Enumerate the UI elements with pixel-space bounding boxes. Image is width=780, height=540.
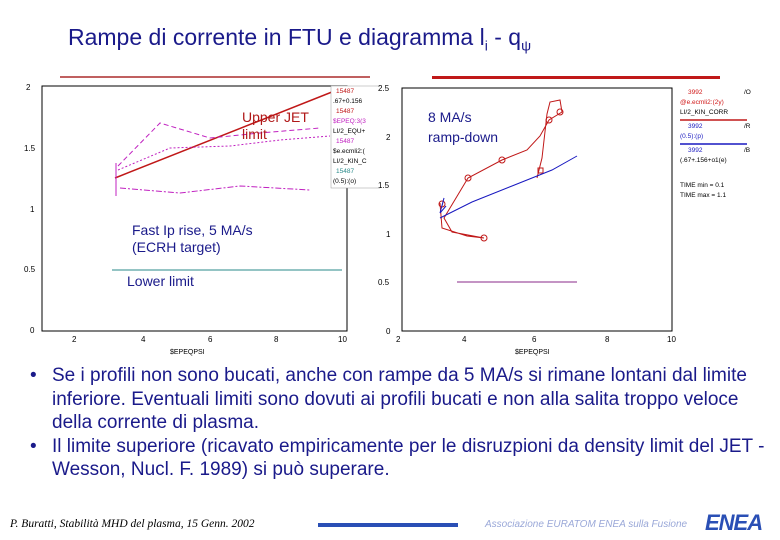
- left-xticks: 2 4 6 8 10: [72, 335, 347, 344]
- right-legend-label: 3992: [688, 123, 703, 130]
- fast-rise-annotation: Fast Ip rise, 5 MA/s (ECRH target): [132, 222, 253, 255]
- right-ytick: 1.5: [378, 181, 390, 190]
- bullet-item: • Se i profili non sono bucati, anche con…: [30, 365, 747, 433]
- left-xtick: 4: [141, 335, 146, 344]
- right-plot-frame: [401, 87, 673, 332]
- bullet-symbol: •: [30, 365, 37, 386]
- lower-limit-text: Lower limit: [127, 273, 194, 289]
- footer-citation: P. Buratti, Stabilità MHD del plasma, 15…: [10, 518, 255, 530]
- left-legend-entry: LI/2_KIN_C: [333, 158, 367, 165]
- right-xtick: 8: [605, 335, 610, 344]
- footer-association: Associazione EURATOM ENEA sulla Fusione: [485, 519, 688, 530]
- bullet-item: • Il limite superiore (ricavato empiricam…: [30, 435, 765, 481]
- left-ytick: 1: [30, 205, 35, 214]
- right-xtick: 2: [396, 335, 401, 344]
- right-xtick: 10: [667, 335, 676, 344]
- title-rule-right: [432, 76, 720, 79]
- right-ytick: 2: [386, 133, 391, 142]
- left-legend: 15487 .67+0.156 15487 $EPEQ:3(3 LI/2_EQU…: [333, 88, 367, 185]
- bullet-list: • Se i profili non sono bucati, anche con…: [26, 364, 776, 482]
- right-legend-label: LI/2_KIN_CORR: [680, 109, 728, 116]
- left-legend-entry: $e.ecmli2:(: [333, 148, 366, 155]
- rampdown-text: ramp-down: [428, 129, 498, 145]
- left-xtick: 2: [72, 335, 77, 344]
- left-legend-entry: LI/2_EQU+: [333, 128, 366, 135]
- red-marker: [480, 234, 488, 242]
- left-ytick: 2: [26, 83, 31, 92]
- left-yticks: 2 1.5 1 0.5 0: [24, 83, 36, 335]
- rampdown-text: 8 MA/s: [428, 109, 472, 125]
- rampdown-annotation: 8 MA/s ramp-down: [428, 109, 498, 145]
- right-legend-label: 3992: [688, 89, 703, 96]
- slide-title: Rampe di corrente in FTU e diagramma li …: [68, 24, 532, 54]
- right-xlabel: $EPEQPSI: [515, 349, 550, 356]
- right-ytick: 2.5: [378, 84, 390, 93]
- red-marker: [537, 167, 544, 174]
- left-legend-entry: (0.5):(o): [333, 178, 356, 185]
- footer-bar: [318, 523, 458, 527]
- red-markers: [438, 108, 564, 242]
- enea-logo: ENEA: [705, 510, 763, 535]
- right-xtick: 6: [532, 335, 537, 344]
- left-ytick: 1.5: [24, 144, 36, 153]
- left-legend-entry: $EPEQ:3(3: [333, 118, 366, 125]
- right-legend-suffix: /B: [744, 147, 750, 154]
- red-marker: [498, 156, 506, 164]
- right-legend-label: @e.ecmli2:(2y): [680, 99, 724, 106]
- left-legend-entry: 15487: [336, 108, 354, 115]
- left-legend-entry: 15487: [336, 168, 354, 175]
- left-ytick: 0.5: [24, 265, 36, 274]
- left-legend-entry: 15487: [336, 88, 354, 95]
- right-ytick: 1: [386, 230, 391, 239]
- right-legend-suffix: /O: [744, 89, 751, 96]
- right-legend-label: 3992: [688, 147, 703, 154]
- title-rule-left: [60, 76, 370, 78]
- upper-limit-text: Upper JET: [242, 109, 309, 125]
- right-ytick: 0.5: [378, 278, 390, 287]
- magenta-trace-2: [117, 135, 331, 171]
- blue-trajectory-2: [439, 197, 447, 214]
- left-ytick: 0: [30, 326, 35, 335]
- left-xtick: 10: [338, 335, 347, 344]
- red-marker: [464, 174, 472, 182]
- upper-limit-annotation: Upper JET limit: [242, 109, 309, 142]
- fast-rise-text: Fast Ip rise, 5 MA/s: [132, 222, 253, 238]
- right-xtick: 4: [462, 335, 467, 344]
- right-legend-label: (0.5):(p): [680, 133, 703, 140]
- right-xticks: 2 4 6 8 10: [396, 335, 676, 344]
- fast-rise-text: (ECRH target): [132, 239, 221, 255]
- left-legend-box: [330, 85, 380, 189]
- right-legend-label: (.67+.156+o1(e): [680, 157, 727, 164]
- left-plot-frame: [41, 85, 348, 332]
- left-legend-entry: 15487: [336, 138, 354, 145]
- right-tmax: TIME max = 1.1: [680, 192, 726, 199]
- red-marker: [556, 108, 564, 116]
- left-legend-entry: .67+0.156: [333, 98, 362, 105]
- upper-limit-text: limit: [242, 126, 267, 142]
- right-plot: 2.5 2 1.5 1 0.5 0 2 4 6 8 10 $EPEQPSI 8 …: [378, 84, 751, 356]
- right-yticks: 2.5 2 1.5 1 0.5 0: [378, 84, 391, 336]
- right-tmin: TIME min = 0.1: [680, 182, 725, 189]
- right-legend-suffix: /R: [744, 123, 751, 130]
- blue-trajectory: [439, 155, 578, 219]
- upper-limit-line: [114, 87, 343, 179]
- left-plot: 2 1.5 1 0.5 0 2 4 6 8 10 $EPEQPSI 15487 …: [24, 83, 380, 356]
- left-xtick: 6: [208, 335, 213, 344]
- left-xlabel: $EPEQPSI: [170, 349, 205, 356]
- magenta-trace-3: [119, 185, 311, 194]
- red-trajectory: [439, 99, 563, 239]
- red-marker: [545, 116, 553, 124]
- left-xtick: 8: [274, 335, 279, 344]
- magenta-trace-1: [117, 122, 321, 167]
- right-ytick: 0: [386, 327, 391, 336]
- right-legend: 3992 /O @e.ecmli2:(2y) LI/2_KIN_CORR 399…: [680, 89, 751, 199]
- bullet-symbol: •: [30, 435, 37, 457]
